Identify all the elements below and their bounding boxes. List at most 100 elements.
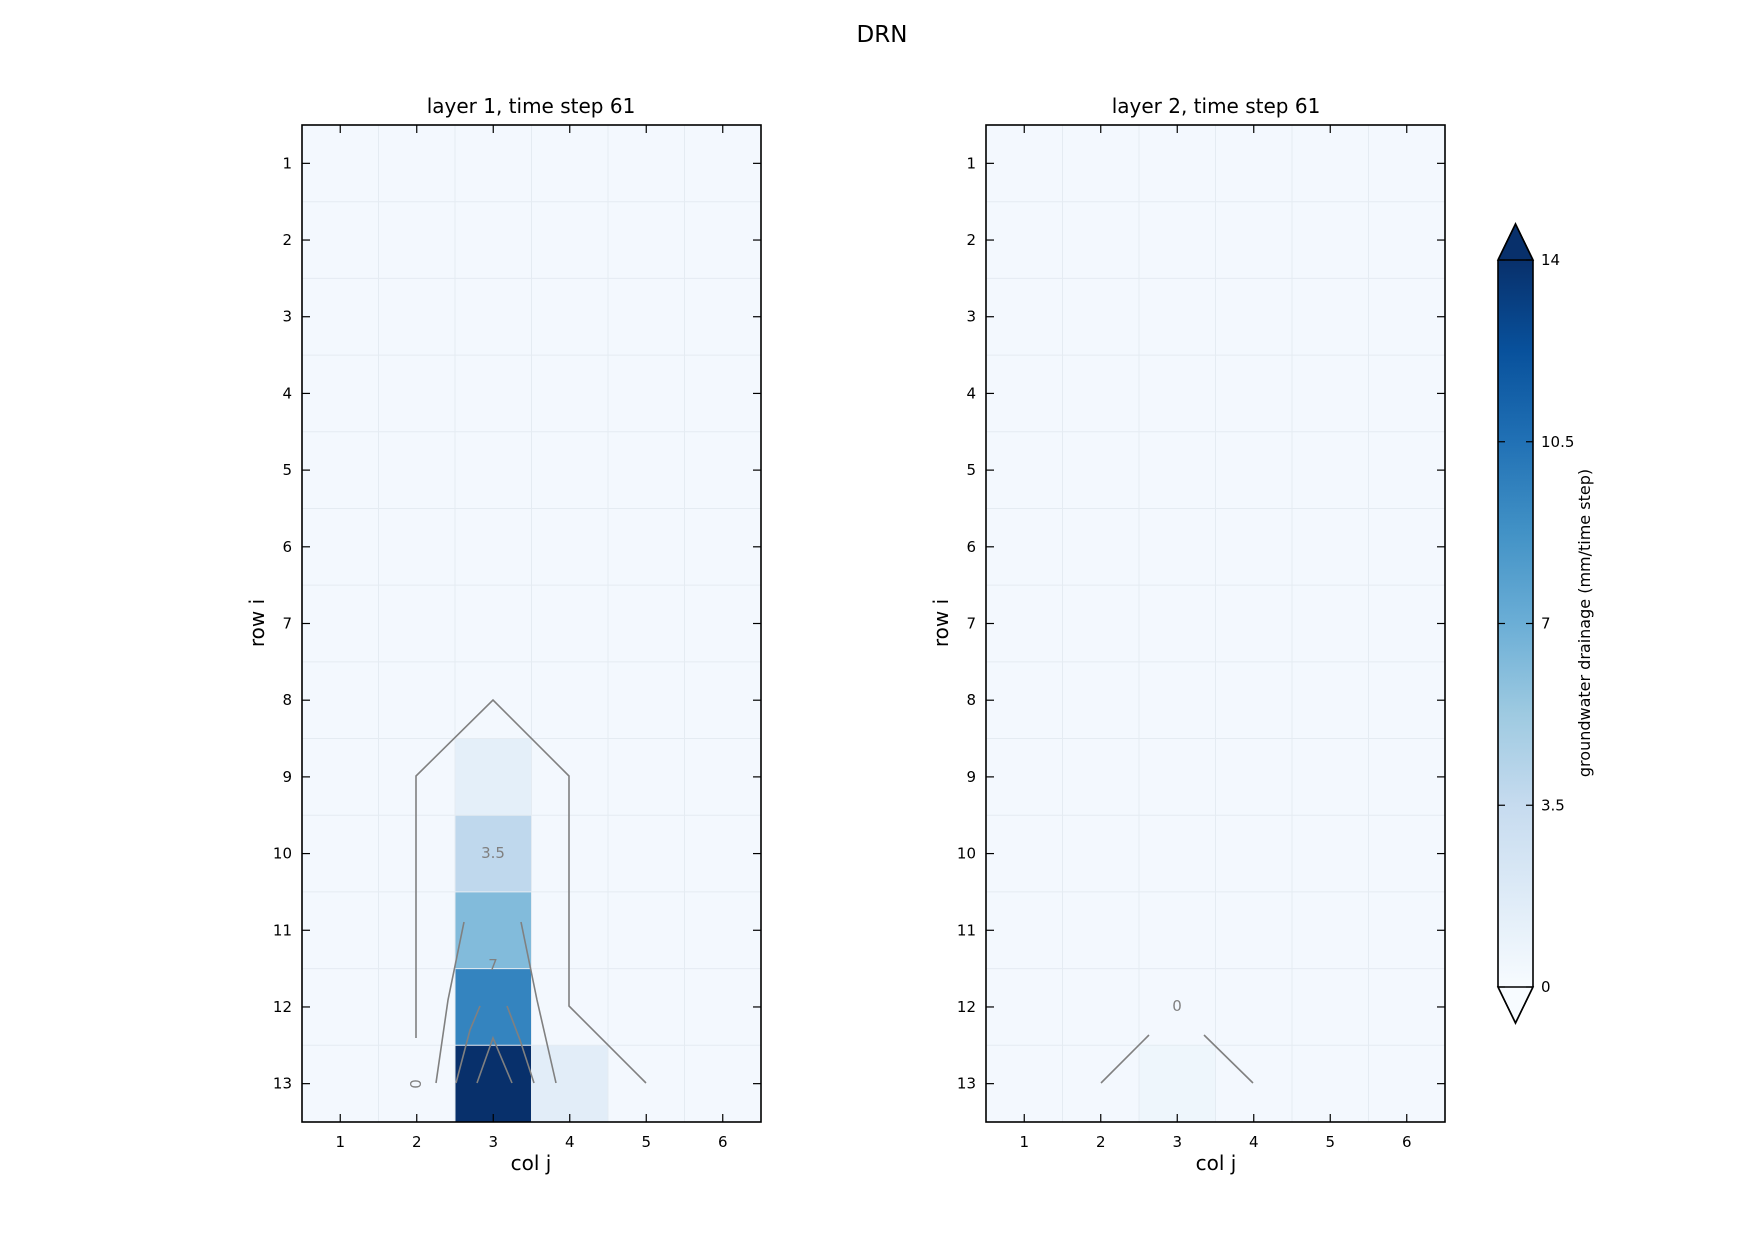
heatmap-cell xyxy=(986,355,1063,433)
heatmap-cell xyxy=(455,508,532,586)
heatmap-cell xyxy=(608,508,685,586)
heatmap-cell xyxy=(378,355,456,433)
heatmap-cell xyxy=(1215,278,1293,356)
layer-1-contours: 0 3.5 7 xyxy=(407,698,647,1089)
y-tick-label: 7 xyxy=(966,615,976,633)
y-tick-label: 2 xyxy=(282,231,292,249)
heatmap-cell xyxy=(1139,891,1216,970)
colorbar-label: groundwater drainage (mm/time step) xyxy=(1575,469,1594,777)
y-tick-label: 5 xyxy=(282,461,292,479)
heatmap-cell xyxy=(1139,968,1216,1046)
heatmap-cell xyxy=(1368,355,1446,433)
heatmap-cell xyxy=(531,815,609,893)
heatmap-cell xyxy=(378,1045,456,1123)
layer-2-title: layer 2, time step 61 xyxy=(1112,94,1321,118)
layer-2-cells xyxy=(986,125,1446,1123)
y-tick-label: 5 xyxy=(966,461,976,479)
heatmap-cell xyxy=(684,201,762,279)
heatmap-cell xyxy=(302,201,379,279)
heatmap-cell xyxy=(378,968,456,1046)
heatmap-cell xyxy=(302,968,379,1046)
heatmap-cell xyxy=(302,661,379,740)
heatmap-cell xyxy=(608,585,685,663)
heatmap-cell xyxy=(302,891,379,970)
heatmap-cell xyxy=(1368,431,1446,509)
y-tick-label: 10 xyxy=(273,845,292,863)
y-tick-label: 6 xyxy=(966,538,976,556)
heatmap-cell xyxy=(455,355,532,433)
heatmap-cell xyxy=(302,278,379,356)
heatmap-cell xyxy=(608,738,685,816)
heatmap-cell xyxy=(1368,125,1446,203)
contour-line xyxy=(520,921,557,1084)
x-tick-label: 3 xyxy=(1172,1133,1182,1151)
heatmap-cell xyxy=(1368,585,1446,663)
heatmap-cell xyxy=(1139,508,1216,586)
heatmap-cell xyxy=(1062,661,1140,740)
heatmap-cell xyxy=(986,891,1063,970)
layer-1-gridlines xyxy=(302,125,761,1122)
heatmap-cell xyxy=(1215,968,1293,1046)
heatmap-cell xyxy=(986,738,1063,816)
heatmap-cell xyxy=(1139,585,1216,663)
heatmap-cell xyxy=(531,585,609,663)
y-tick-label: 8 xyxy=(282,691,292,709)
heatmap-cell xyxy=(1139,201,1216,279)
heatmap-cell xyxy=(1062,278,1140,356)
heatmap-cell xyxy=(1215,661,1293,740)
heatmap-cell xyxy=(1292,1045,1369,1123)
heatmap-cell xyxy=(378,738,456,816)
contour-label: 0 xyxy=(1172,997,1182,1015)
heatmap-cell xyxy=(531,661,609,740)
colorbar-tick-label: 7 xyxy=(1541,615,1551,633)
heatmap-cell xyxy=(1292,278,1369,356)
y-tick-label: 3 xyxy=(966,308,976,326)
colorbar-extend-min xyxy=(1496,986,1535,1025)
heatmap-cell xyxy=(608,431,685,509)
heatmap-cell xyxy=(378,815,456,893)
heatmap-cell xyxy=(986,201,1063,279)
layer-2-contours: 0 xyxy=(1100,997,1254,1084)
x-tick-label: 3 xyxy=(488,1133,498,1151)
contour-label: 0 xyxy=(407,1079,425,1089)
heatmap-cell xyxy=(1062,125,1140,203)
y-tick-label: 13 xyxy=(957,1075,976,1093)
heatmap-cell xyxy=(684,585,762,663)
heatmap-cell xyxy=(1215,125,1293,203)
heatmap-cell xyxy=(1368,738,1446,816)
layer-1-y-axis-label: row i xyxy=(245,599,269,647)
heatmap-cell xyxy=(455,968,532,1046)
heatmap-cell xyxy=(1292,431,1369,509)
heatmap-cell xyxy=(1139,738,1216,816)
heatmap-cell xyxy=(1215,738,1293,816)
heatmap-cell xyxy=(531,125,609,203)
heatmap-cell xyxy=(1139,355,1216,433)
y-tick-label: 13 xyxy=(273,1075,292,1093)
heatmap-cell xyxy=(608,125,685,203)
heatmap-cell xyxy=(684,278,762,356)
x-tick-label: 1 xyxy=(335,1133,345,1151)
heatmap-cell xyxy=(1215,355,1293,433)
heatmap-cell xyxy=(378,508,456,586)
heatmap-cell xyxy=(684,1045,762,1123)
heatmap-cell xyxy=(531,278,609,356)
heatmap-cell xyxy=(455,201,532,279)
heatmap-cell xyxy=(608,968,685,1046)
x-tick-label: 2 xyxy=(1096,1133,1106,1151)
contour-line xyxy=(506,1005,535,1084)
heatmap-cell xyxy=(684,508,762,586)
layer-1-title: layer 1, time step 61 xyxy=(427,94,636,118)
x-tick-label: 6 xyxy=(718,1133,728,1151)
heatmap-cell xyxy=(531,508,609,586)
heatmap-cell xyxy=(1292,968,1369,1046)
heatmap-cell xyxy=(1292,738,1369,816)
x-tick-label: 4 xyxy=(1249,1133,1259,1151)
heatmap-cell xyxy=(455,891,532,970)
layer-1-x-ticks: 1 2 3 4 5 6 xyxy=(335,125,728,1151)
heatmap-cell xyxy=(531,355,609,433)
heatmap-cell xyxy=(684,815,762,893)
heatmap-cell xyxy=(1368,968,1446,1046)
heatmap-cell xyxy=(1368,815,1446,893)
heatmap-cell xyxy=(986,508,1063,586)
